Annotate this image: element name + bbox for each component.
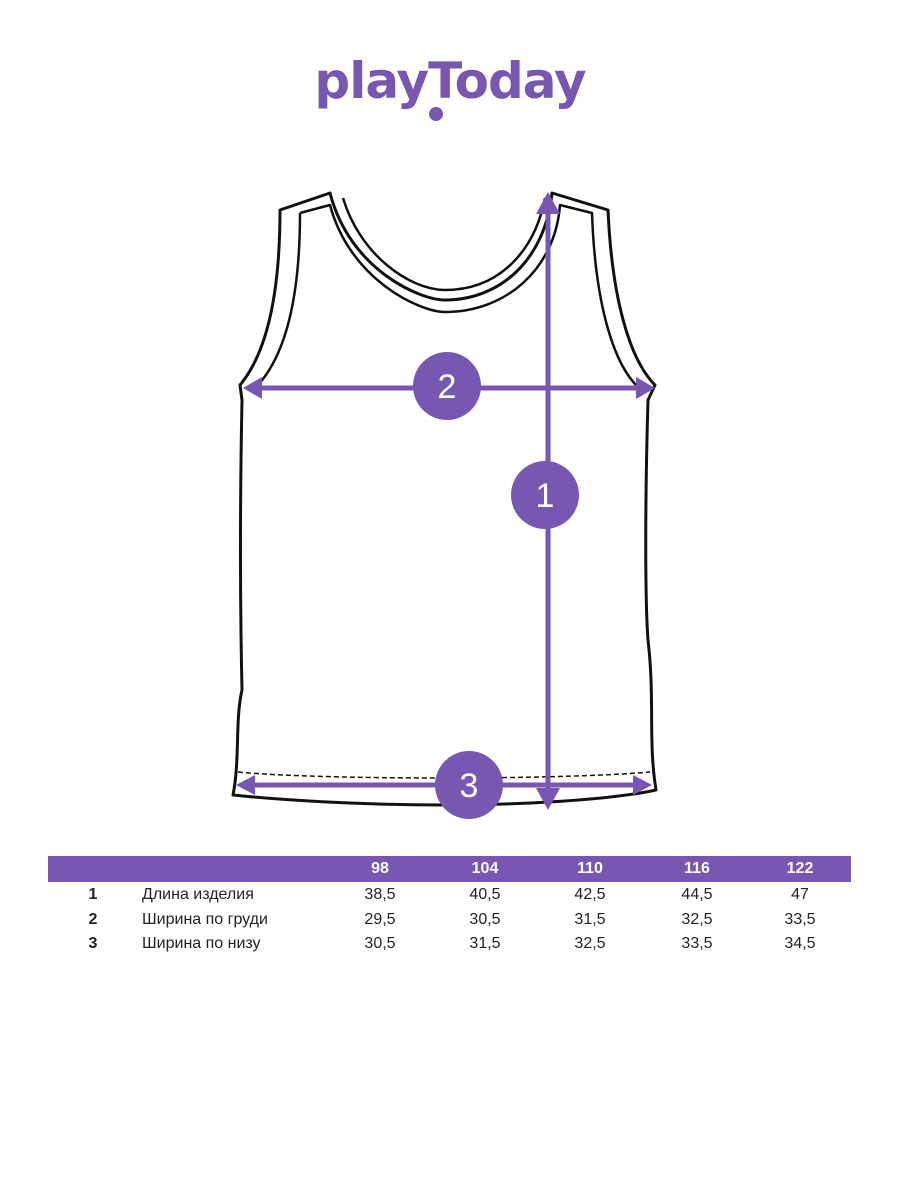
table-row: 1 Длина изделия 38,5 40,5 42,5 44,5 47 (48, 882, 851, 907)
cell: 31,5 (469, 935, 501, 952)
cell: 29,5 (364, 910, 396, 928)
marker-2-label: 2 (438, 368, 457, 406)
size-header: 110 (577, 860, 603, 877)
marker-1 (511, 461, 579, 529)
cell: 38,5 (364, 886, 396, 903)
row-number: 1 (88, 886, 98, 903)
cell: 31,5 (574, 910, 606, 928)
size-header: 104 (471, 860, 499, 877)
brand-logo: playToday (314, 52, 587, 121)
size-table: 98 104 110 116 122 1 Длина изделия 38,5 … (48, 856, 851, 956)
row-label: Ширина по груди (142, 910, 268, 928)
size-header: 116 (684, 860, 710, 877)
tank-top-diagram: 2 1 3 (231, 191, 658, 819)
row-number: 2 (88, 910, 98, 928)
marker-1-label: 1 (536, 477, 555, 515)
garment-outline (231, 191, 658, 807)
table-row: 3 Ширина по низу 30,5 31,5 32,5 33,5 34,… (48, 931, 851, 956)
cell: 30,5 (364, 935, 396, 952)
cell: 32,5 (574, 935, 606, 952)
cell: 47 (791, 886, 809, 903)
cell: 34,5 (784, 935, 816, 952)
cell: 30,5 (469, 910, 501, 928)
size-header-row: 98 104 110 116 122 (48, 856, 851, 882)
cell: 32,5 (681, 910, 713, 928)
size-header: 98 (371, 860, 389, 877)
size-header: 122 (786, 860, 814, 877)
cell: 33,5 (681, 935, 713, 952)
cell: 33,5 (784, 910, 816, 928)
marker-2 (413, 352, 481, 420)
svg-text:playToday: playToday (314, 52, 586, 110)
table-row: 2 Ширина по груди 29,5 30,5 31,5 32,5 33… (48, 907, 851, 932)
row-label: Длина изделия (142, 886, 254, 903)
row-number: 3 (88, 935, 98, 952)
row-label: Ширина по низу (142, 935, 261, 952)
marker-3 (435, 751, 503, 819)
cell: 44,5 (681, 886, 713, 903)
cell: 42,5 (574, 886, 606, 903)
cell: 40,5 (469, 886, 501, 903)
marker-3-label: 3 (460, 767, 479, 805)
